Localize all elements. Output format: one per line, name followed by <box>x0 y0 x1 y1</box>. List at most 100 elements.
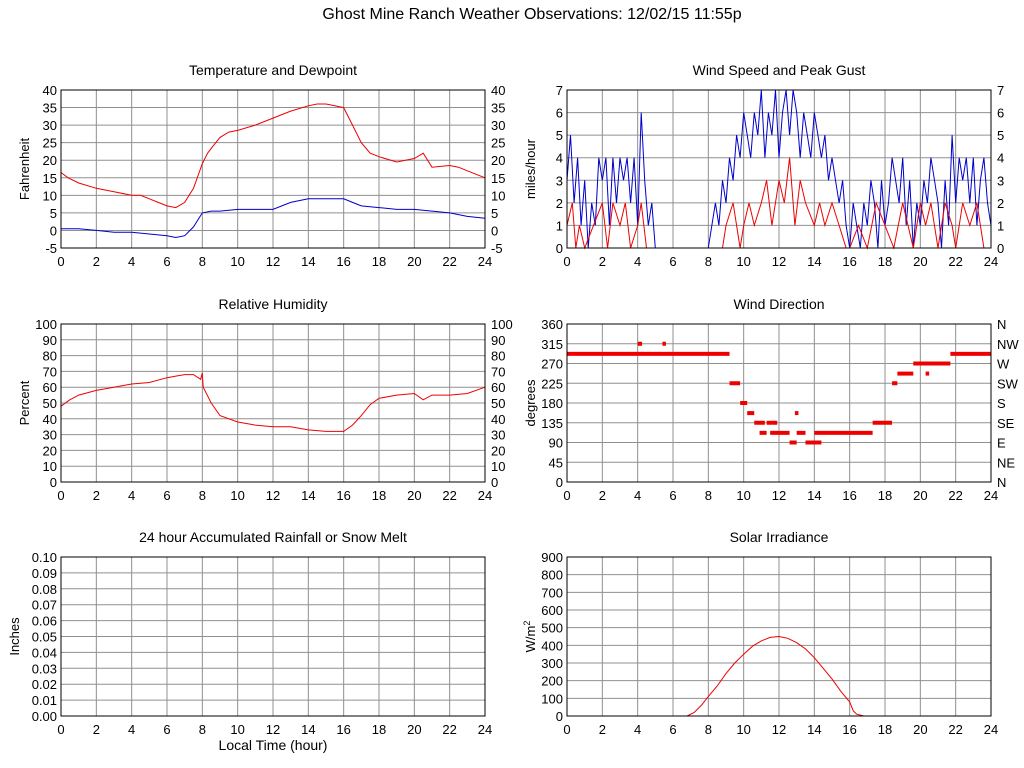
x-tick-label: 2 <box>93 722 100 737</box>
y-tick-label-right: 4 <box>997 151 1004 166</box>
y-tick-label-right: 5 <box>997 128 1004 143</box>
x-tick-label: 4 <box>634 254 641 269</box>
direction-mark <box>796 430 806 435</box>
direction-mark <box>771 420 778 425</box>
direction-mark <box>637 341 643 346</box>
y-tick-label: 800 <box>541 568 563 583</box>
y-tick-label: 0.06 <box>32 614 57 629</box>
y-tick-label-right: 15 <box>491 171 505 186</box>
y-tick-label-right: 20 <box>491 443 505 458</box>
x-tick-label: 4 <box>634 722 641 737</box>
y-tick-label-right: 3 <box>997 173 1004 188</box>
x-tick-label: 24 <box>984 722 998 737</box>
chart-title: Solar Irradiance <box>730 529 829 545</box>
y-tick-label-right: 25 <box>491 136 505 151</box>
direction-mark <box>794 411 799 416</box>
y-tick-label: -5 <box>45 241 57 256</box>
y-tick-label-right: 0 <box>997 241 1004 256</box>
series-line <box>566 89 992 249</box>
x-tick-label: 6 <box>163 254 170 269</box>
y-tick-label-right: 100 <box>491 317 513 332</box>
chart-rainfall: 24 hour Accumulated Rainfall or Snow Mel… <box>7 529 492 753</box>
y-tick-label: 7 <box>556 83 563 98</box>
direction-mark <box>897 371 914 376</box>
x-tick-label: 0 <box>57 722 64 737</box>
x-tick-label: 14 <box>301 254 315 269</box>
y-tick-label: 0.09 <box>32 566 57 581</box>
y-axis-label: Fahrenheit <box>17 138 32 201</box>
y-tick-label: 500 <box>541 621 563 636</box>
y-tick-label-right: NE <box>997 455 1015 470</box>
y-tick-label: 30 <box>43 428 57 443</box>
y-tick-label-right: 80 <box>491 349 505 364</box>
x-tick-label: 6 <box>163 488 170 503</box>
x-tick-label: 8 <box>199 488 206 503</box>
y-tick-label: 360 <box>541 317 563 332</box>
y-tick-label-right: 70 <box>491 364 505 379</box>
y-tick-label: 70 <box>43 364 57 379</box>
y-tick-label: 40 <box>43 412 57 427</box>
x-tick-label: 20 <box>407 488 421 503</box>
x-tick-label: 16 <box>336 488 350 503</box>
x-tick-label: 10 <box>736 254 750 269</box>
x-tick-label: 22 <box>948 488 962 503</box>
y-tick-label-right: 0 <box>491 223 498 238</box>
direction-mark <box>662 341 666 346</box>
x-tick-label: 18 <box>372 722 386 737</box>
y-tick-label-right: SW <box>997 376 1019 391</box>
series-line <box>60 103 486 209</box>
y-axis-label: miles/hour <box>523 138 538 199</box>
y-tick-label-right: 90 <box>491 333 505 348</box>
x-tick-label: 24 <box>478 254 492 269</box>
x-tick-label: 24 <box>984 488 998 503</box>
x-tick-label: 8 <box>199 722 206 737</box>
y-tick-label: 90 <box>549 436 563 451</box>
x-tick-label: 18 <box>878 488 892 503</box>
y-tick-label: 600 <box>541 603 563 618</box>
y-tick-label: 20 <box>43 443 57 458</box>
direction-mark <box>805 440 822 445</box>
y-axis-label: Percent <box>17 380 32 425</box>
y-tick-label: 200 <box>541 674 563 689</box>
y-tick-label: 80 <box>43 349 57 364</box>
x-tick-label: 8 <box>705 254 712 269</box>
y-tick-label: 35 <box>43 101 57 116</box>
y-tick-label-right: 40 <box>491 83 505 98</box>
y-tick-label: 100 <box>541 691 563 706</box>
x-tick-label: 6 <box>669 722 676 737</box>
y-tick-label-right: 50 <box>491 396 505 411</box>
x-tick-label: 22 <box>442 254 456 269</box>
direction-mark <box>892 381 898 386</box>
y-tick-label: 100 <box>35 317 57 332</box>
y-tick-label-right: S <box>997 396 1006 411</box>
series-line <box>61 198 486 239</box>
y-tick-label: 700 <box>541 585 563 600</box>
y-tick-label: 10 <box>43 459 57 474</box>
y-tick-label-right: 6 <box>997 106 1004 121</box>
y-tick-label: 45 <box>549 455 563 470</box>
y-tick-label-right: 35 <box>491 101 505 116</box>
x-tick-label: 0 <box>563 488 570 503</box>
plot-frame <box>566 323 992 483</box>
x-tick-label: 22 <box>442 488 456 503</box>
y-tick-label-right: 7 <box>997 83 1004 98</box>
y-tick-label-right: 30 <box>491 428 505 443</box>
page-title: Ghost Mine Ranch Weather Observations: 1… <box>322 6 742 23</box>
y-tick-label: 5 <box>50 206 57 221</box>
y-tick-label-right: 20 <box>491 153 505 168</box>
y-tick-label: 180 <box>541 396 563 411</box>
y-tick-label: 10 <box>43 188 57 203</box>
x-tick-label: 10 <box>230 488 244 503</box>
y-tick-label-right: 40 <box>491 412 505 427</box>
x-tick-label: 12 <box>772 488 786 503</box>
plot-frame <box>566 89 992 249</box>
y-axis-label: W/m2 <box>522 621 538 653</box>
x-tick-label: 20 <box>913 254 927 269</box>
x-tick-label: 2 <box>93 254 100 269</box>
y-tick-label: 90 <box>43 333 57 348</box>
x-tick-label: 16 <box>336 722 350 737</box>
x-tick-label: 10 <box>736 488 750 503</box>
y-tick-label-right: 10 <box>491 188 505 203</box>
x-tick-label: 6 <box>163 722 170 737</box>
